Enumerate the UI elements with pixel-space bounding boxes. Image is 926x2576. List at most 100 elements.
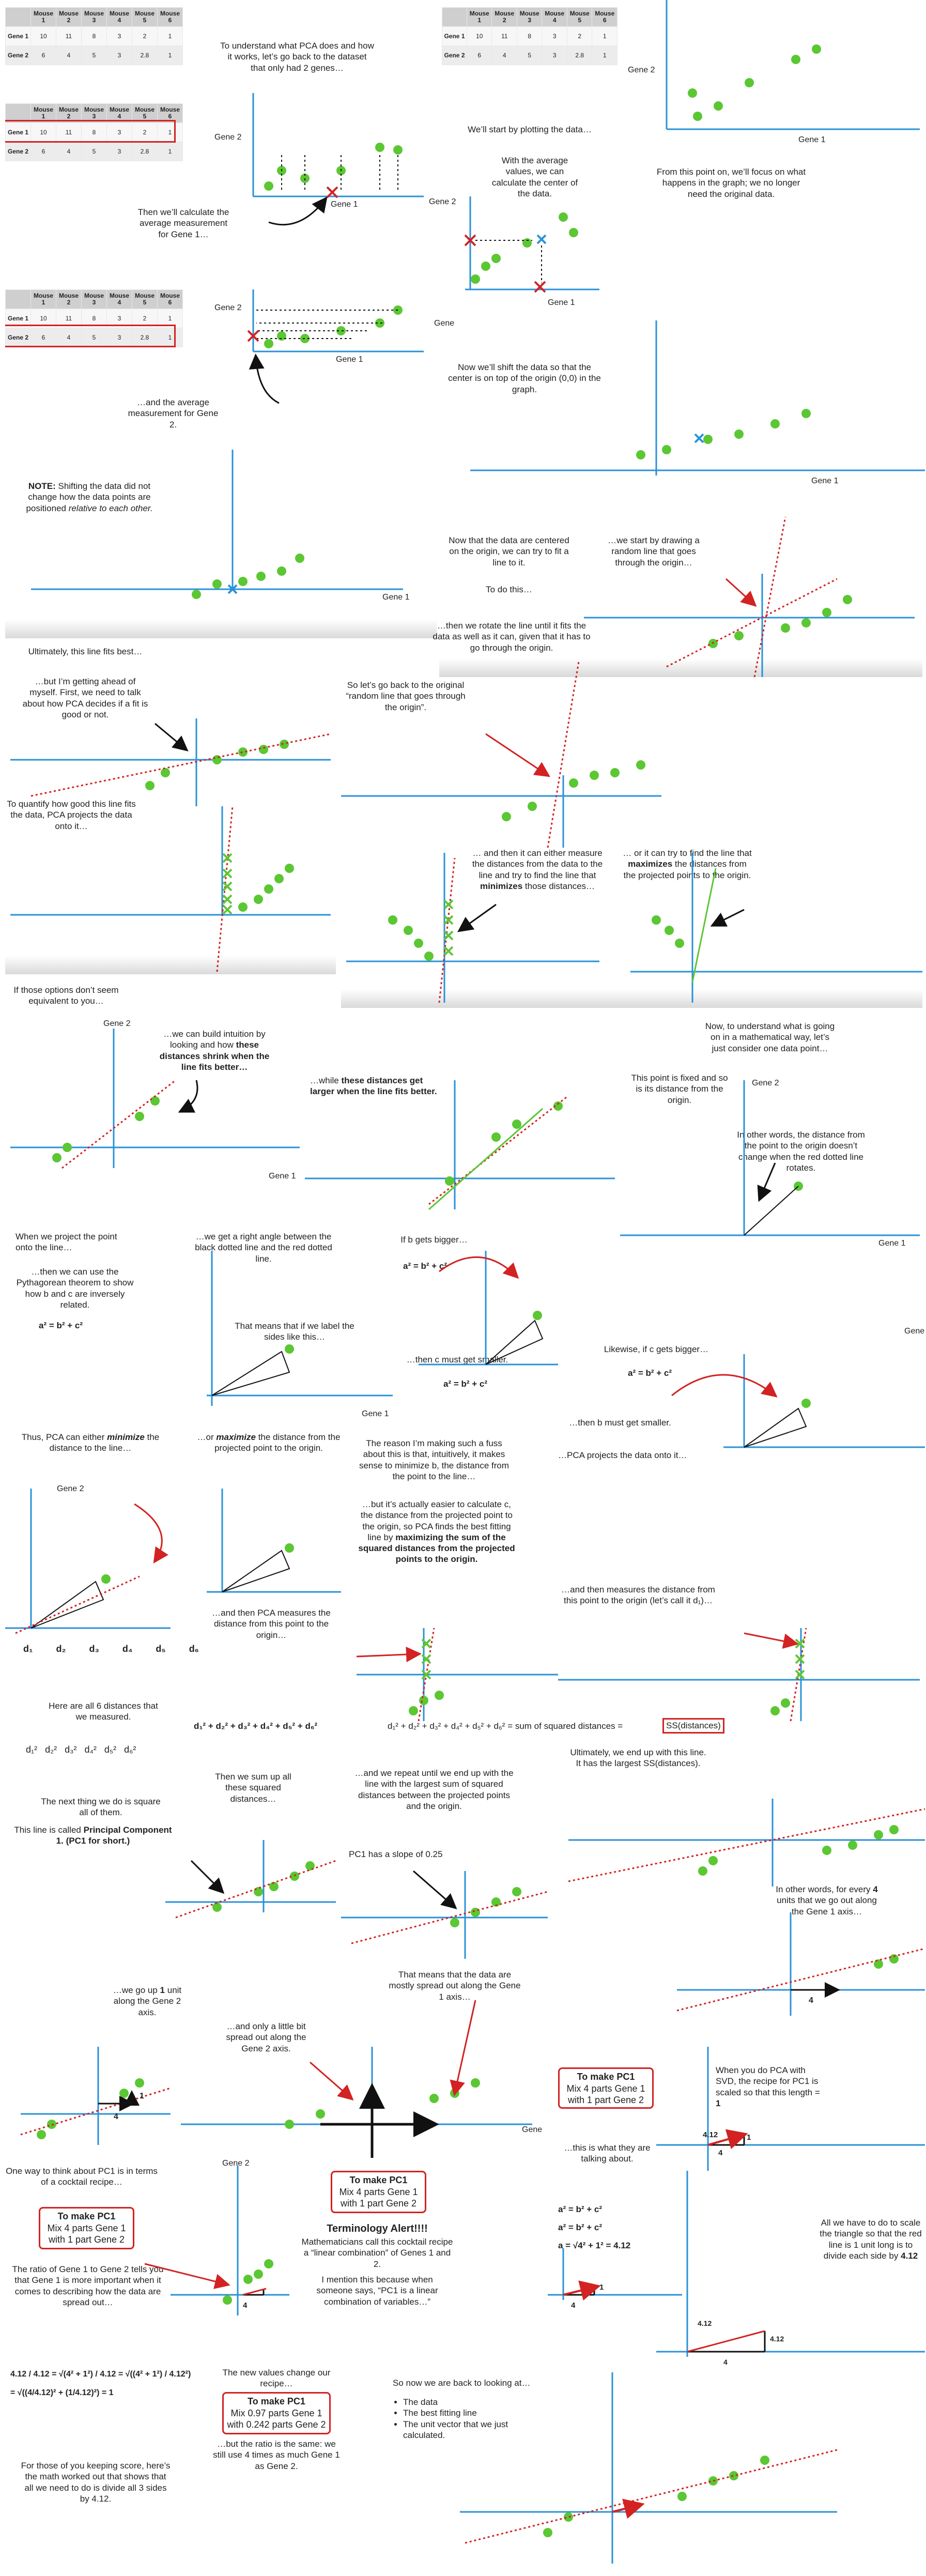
data-point bbox=[277, 566, 286, 576]
data-point bbox=[336, 326, 346, 335]
caption: In other words, the distance from the po… bbox=[737, 1130, 865, 1173]
recipe-pc1-scaled: To make PC1 Mix 0.97 parts Gene 1 with 0.2… bbox=[222, 2392, 331, 2434]
dotted-line bbox=[676, 1948, 925, 2012]
axis-label: 4 bbox=[114, 2112, 118, 2121]
dotted-line bbox=[547, 661, 580, 848]
pythagoras: a² = b² + c² bbox=[558, 2204, 603, 2214]
data-point bbox=[512, 1120, 521, 1129]
vector bbox=[242, 2288, 267, 2296]
data-point bbox=[677, 2492, 687, 2501]
dotted-line bbox=[175, 1860, 336, 1919]
axis-label: 4 bbox=[243, 2301, 248, 2310]
caption: That means that the data are mostly spre… bbox=[389, 1970, 521, 2002]
caption: We’ll start by plotting the data… bbox=[468, 125, 592, 134]
axis-label: 1 bbox=[140, 2092, 144, 2100]
caption: The next thing we do is square all of th… bbox=[41, 1797, 161, 1818]
data-point bbox=[822, 1846, 831, 1855]
data-point bbox=[729, 2471, 738, 2480]
data-point bbox=[254, 2270, 263, 2279]
arrow bbox=[457, 903, 497, 932]
data-point bbox=[708, 2476, 718, 2486]
data-point bbox=[285, 1344, 294, 1354]
data-point bbox=[652, 915, 661, 925]
pythagoras-b-circled: a² = b² + c² bbox=[403, 1261, 447, 1271]
arrow bbox=[310, 2061, 354, 2100]
caption: For those of you keeping score, here’s t… bbox=[21, 2461, 171, 2504]
data-point bbox=[404, 926, 413, 935]
caption: All we have to do to scale the triangle … bbox=[820, 2218, 922, 2261]
x-marker bbox=[326, 186, 338, 198]
data-point bbox=[393, 145, 403, 155]
data-point bbox=[269, 1882, 279, 1891]
panel-table-mean-gene1: Mouse 1 Mouse 2 Mouse 3 Mouse 4 Mouse 5 Mouse… bbox=[5, 103, 202, 181]
curved-arrow bbox=[178, 1080, 198, 1113]
data-point bbox=[212, 755, 222, 764]
data-point bbox=[419, 1696, 428, 1705]
axis-label: Gene bbox=[434, 319, 454, 328]
caption: To quantify how good this line fits the … bbox=[7, 799, 136, 831]
pythagoras: a² = b² + c² bbox=[628, 1368, 672, 1378]
data-point bbox=[801, 409, 811, 418]
caption: … and then it can either measure the dis… bbox=[472, 848, 603, 891]
data-point bbox=[491, 1132, 501, 1142]
curved-arrow bbox=[439, 1256, 519, 1279]
x-marker bbox=[443, 915, 454, 925]
data-point bbox=[238, 577, 248, 586]
data-point bbox=[256, 572, 266, 581]
data-point bbox=[285, 864, 294, 873]
data-point bbox=[812, 44, 821, 54]
highlighted-line bbox=[691, 868, 717, 983]
center-marker bbox=[536, 234, 547, 244]
x-marker bbox=[421, 1638, 431, 1649]
pythagoras: a² = b² + c² bbox=[558, 2222, 603, 2232]
axis-label: Gene 1 bbox=[548, 298, 575, 307]
x-marker bbox=[222, 904, 233, 915]
caption: Ultimately, we end up with this line. It… bbox=[570, 1747, 706, 1769]
triangle bbox=[211, 1351, 290, 1396]
data-point bbox=[435, 1691, 444, 1700]
axis-label: Gene 2 bbox=[429, 197, 456, 206]
caption: PC1 has a slope of 0.25 bbox=[349, 1849, 443, 1859]
axis-label: Gene 1 bbox=[336, 355, 363, 364]
dotted-line bbox=[15, 1575, 140, 1634]
caption: …we start by drawing a random line that … bbox=[608, 535, 700, 568]
data-point bbox=[662, 445, 671, 454]
axis-label: Gene 1 bbox=[269, 1172, 296, 1180]
x-marker bbox=[247, 330, 259, 342]
caption: …then we can use the Pythagorean theorem… bbox=[16, 1267, 134, 1310]
scaling-math: 4.12 / 4.12 = √(4² + 1²) / 4.12 = √((4² … bbox=[10, 2370, 191, 2397]
dotted-line bbox=[351, 1891, 548, 1944]
caption: Then we sum up all these squared distanc… bbox=[215, 1772, 291, 1804]
arrow bbox=[485, 733, 550, 777]
panel-table-top-right: Mouse 1 Mouse 2 Mouse 3 Mouse 4 Mouse 5 Mouse… bbox=[442, 5, 618, 103]
data-point bbox=[665, 926, 674, 935]
axis-label: 1 bbox=[747, 2133, 751, 2142]
axis-label: 4 bbox=[723, 2358, 728, 2366]
data-point bbox=[703, 435, 713, 444]
caption: …then c must get smaller. bbox=[406, 1355, 508, 1364]
caption: This line is called Principal Component … bbox=[14, 1825, 172, 1846]
axis-label: 4.12 bbox=[698, 2319, 712, 2327]
data-point bbox=[590, 771, 599, 780]
data-point bbox=[119, 2089, 129, 2098]
axis-label: 4 bbox=[571, 2301, 576, 2310]
x-marker bbox=[222, 894, 233, 904]
arrow bbox=[725, 578, 757, 607]
axis-label: Gene 2 bbox=[57, 1484, 84, 1493]
data-point bbox=[161, 768, 170, 777]
data-point bbox=[734, 430, 744, 439]
distance-labels: d₁ d₂ d₃ d₄ d₅ d₆ bbox=[23, 1644, 199, 1654]
recipe-pc1: To make PC1 Mix 4 parts Gene 1 with 1 part… bbox=[558, 2067, 654, 2109]
data-point bbox=[375, 143, 384, 152]
data-point bbox=[254, 895, 263, 904]
data-point bbox=[636, 760, 645, 770]
axis-label: 4.12 bbox=[770, 2335, 784, 2343]
arrow bbox=[757, 1162, 776, 1202]
dotted-line bbox=[20, 2087, 171, 2136]
origin-distance bbox=[744, 1186, 799, 1236]
caption: …but I’m getting ahead of myself. First,… bbox=[22, 677, 148, 719]
data-point bbox=[285, 2120, 294, 2129]
pythagoras-c-circled: a² = b² + c² bbox=[443, 1379, 488, 1389]
caption: …and we repeat until we end up with the … bbox=[354, 1768, 514, 1811]
data-point bbox=[760, 2456, 769, 2465]
